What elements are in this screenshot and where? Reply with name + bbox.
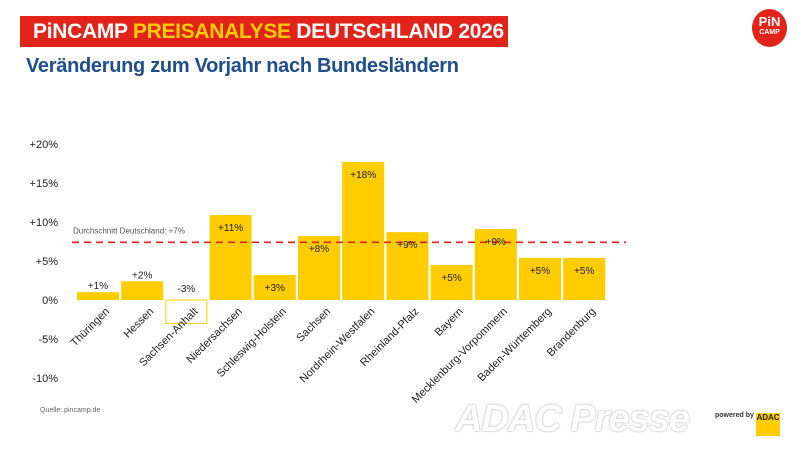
pincamp-logo: PiN CAMP	[752, 9, 787, 47]
bar	[519, 257, 561, 300]
y-tick-label: -5%	[38, 334, 58, 346]
data-label: +18%	[350, 170, 376, 181]
x-category-label: Thüringen	[69, 306, 113, 350]
data-label: +5%	[574, 266, 594, 277]
x-category-label: Bayern	[433, 306, 466, 339]
source-note: Quelle: pincamp.de	[40, 407, 101, 414]
logo-line-1: PiN	[758, 14, 781, 29]
bar	[430, 264, 473, 300]
bar	[77, 292, 119, 300]
title-brand: PiNCAMP	[33, 20, 133, 43]
chart-subtitle: Veränderung zum Vorjahr nach Bundeslände…	[26, 55, 459, 77]
y-tick-label: +15%	[30, 178, 59, 190]
logo-line-2: CAMP	[759, 29, 780, 36]
data-label: +5%	[530, 266, 550, 277]
bar	[342, 161, 385, 300]
bar	[253, 275, 296, 300]
bar	[165, 299, 208, 324]
y-tick-label: -10%	[32, 373, 58, 385]
title-banner: PiNCAMP PREISANALYSE DEUTSCHLAND 2026	[20, 16, 508, 47]
average-reference-label: Durchschnitt Deutschland: +7%	[73, 226, 185, 235]
y-tick-label: +5%	[36, 256, 59, 268]
data-label: +9%	[397, 240, 417, 251]
x-category-label: Nordrhein-Westfalen	[298, 306, 378, 386]
bar	[298, 236, 340, 300]
data-label: +9%	[486, 237, 506, 248]
data-label: -3%	[178, 284, 196, 295]
bar	[563, 257, 606, 300]
x-category-label: Sachsen	[294, 306, 333, 345]
data-label: +3%	[265, 283, 285, 294]
data-label: +2%	[132, 270, 152, 281]
bar	[209, 214, 252, 300]
watermark: ADAC Presse	[455, 398, 690, 440]
data-label: +11%	[218, 223, 243, 234]
title-highlight: PREISANALYSE	[132, 20, 291, 43]
bar	[474, 229, 517, 300]
data-label: +8%	[309, 244, 329, 255]
data-label: +5%	[441, 273, 461, 284]
adac-logo: ADAC	[756, 413, 780, 436]
data-label: +1%	[88, 281, 108, 292]
x-category-label: Baden-Württemberg	[476, 306, 555, 385]
x-category-label: Hessen	[121, 306, 156, 341]
y-tick-label: 0%	[42, 295, 58, 307]
y-tick-label: +10%	[30, 217, 59, 229]
bar	[386, 232, 429, 300]
title-rest: DEUTSCHLAND 2026	[290, 20, 504, 43]
powered-by-text: powered by	[715, 412, 754, 419]
bar	[121, 281, 164, 300]
y-tick-label: +20%	[30, 139, 59, 151]
